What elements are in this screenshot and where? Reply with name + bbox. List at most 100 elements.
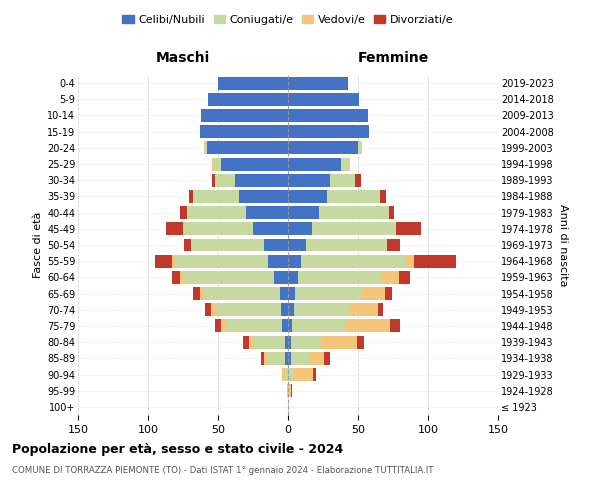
Bar [191,238,264,252]
Bar [414,254,456,268]
Bar [221,320,226,332]
Bar [172,254,175,268]
Bar [288,238,306,252]
Bar [390,320,400,332]
Bar [313,368,316,381]
Bar [212,158,214,170]
Bar [253,222,288,235]
Bar [288,368,293,381]
Text: COMUNE DI TORRAZZA PIEMONTE (TO) - Dati ISTAT 1° gennaio 2024 - Elaborazione TUT: COMUNE DI TORRAZZA PIEMONTE (TO) - Dati … [12,466,433,475]
Bar [285,352,288,365]
Bar [180,271,183,284]
Bar [288,142,358,154]
Bar [246,206,288,219]
Bar [285,336,288,348]
Text: Popolazione per età, sesso e stato civile - 2024: Popolazione per età, sesso e stato civil… [12,442,343,456]
Bar [193,287,200,300]
Bar [288,384,291,397]
Bar [288,158,341,170]
Bar [205,304,211,316]
Bar [288,174,330,186]
Bar [218,76,288,90]
Bar [200,287,203,300]
Bar [288,287,295,300]
Bar [268,254,288,268]
Bar [287,384,288,397]
Bar [310,352,325,365]
Bar [288,76,348,90]
Bar [155,254,172,268]
Bar [306,238,388,252]
Bar [293,368,313,381]
Bar [288,254,301,268]
Bar [172,271,180,284]
Text: Femmine: Femmine [358,52,428,66]
Bar [293,304,350,316]
Bar [187,206,246,219]
Bar [319,206,389,219]
Bar [382,271,398,284]
Bar [283,368,285,381]
Bar [327,190,380,203]
Bar [322,336,356,348]
Bar [166,222,183,235]
Bar [214,158,221,170]
Bar [288,109,368,122]
Bar [264,352,268,365]
Bar [268,352,285,365]
Bar [377,304,383,316]
Bar [288,320,292,332]
Bar [288,336,291,348]
Bar [243,336,249,348]
Bar [291,336,322,348]
Bar [356,336,364,348]
Bar [312,222,396,235]
Bar [291,352,310,365]
Bar [254,336,285,348]
Bar [398,271,410,284]
Bar [221,158,288,170]
Bar [203,287,280,300]
Y-axis label: Anni di nascita: Anni di nascita [558,204,568,286]
Bar [211,304,215,316]
Bar [288,271,298,284]
Bar [183,271,274,284]
Bar [346,320,390,332]
Bar [264,238,288,252]
Bar [183,222,253,235]
Bar [280,287,288,300]
Bar [212,174,215,186]
Bar [358,142,362,154]
Bar [188,190,193,203]
Bar [215,174,235,186]
Bar [288,352,291,365]
Bar [350,304,377,316]
Bar [193,190,239,203]
Bar [175,254,268,268]
Bar [325,352,330,365]
Bar [215,320,221,332]
Bar [330,174,355,186]
Bar [301,254,406,268]
Bar [235,174,288,186]
Bar [388,238,400,252]
Bar [288,190,327,203]
Bar [204,142,207,154]
Bar [355,174,361,186]
Y-axis label: Fasce di età: Fasce di età [32,212,43,278]
Bar [406,254,414,268]
Bar [215,304,281,316]
Bar [239,190,288,203]
Bar [208,93,288,106]
Bar [207,142,288,154]
Bar [249,336,254,348]
Bar [226,320,283,332]
Bar [291,384,292,397]
Bar [285,368,288,381]
Bar [298,271,382,284]
Bar [201,109,288,122]
Bar [396,222,421,235]
Bar [341,158,350,170]
Bar [281,304,288,316]
Bar [184,238,191,252]
